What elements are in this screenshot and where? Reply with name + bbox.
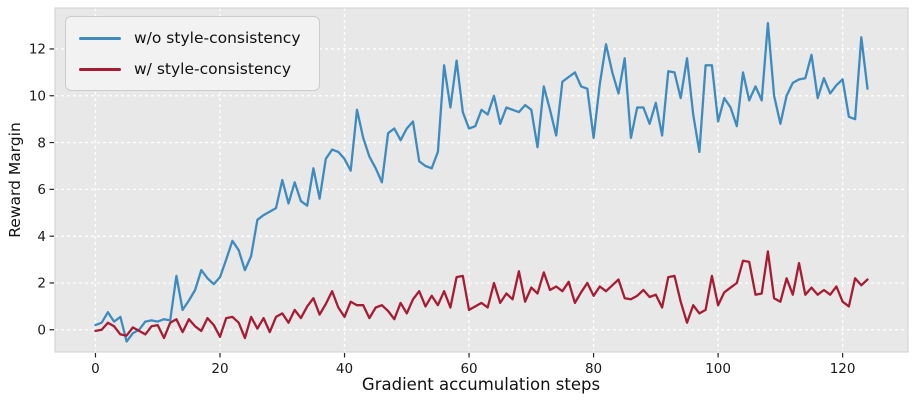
y-axis-label: Reward Margin bbox=[6, 122, 24, 238]
legend-line-sample-red bbox=[79, 67, 121, 71]
y-tick-label: 2 bbox=[37, 276, 46, 292]
legend-entry-wo-style-consistency: w/o style-consistency bbox=[79, 26, 301, 50]
y-tick-label: 8 bbox=[37, 135, 46, 151]
series-line-w-style-consistency bbox=[94, 250, 869, 340]
y-tick-label: 4 bbox=[37, 229, 46, 245]
legend: w/o style-consistency w/ style-consisten… bbox=[65, 16, 320, 91]
x-tick-label: 0 bbox=[91, 361, 100, 377]
series-line-wo-style-consistency bbox=[94, 22, 869, 343]
legend-label: w/ style-consistency bbox=[134, 60, 292, 78]
x-tick-label: 20 bbox=[211, 361, 228, 377]
x-tick-label: 40 bbox=[336, 361, 353, 377]
y-tick-label: 12 bbox=[29, 42, 46, 58]
y-tick-label: 6 bbox=[37, 182, 46, 198]
x-axis-label: Gradient accumulation steps bbox=[361, 375, 601, 394]
x-tick-label: 60 bbox=[460, 361, 477, 377]
y-tick-label: 10 bbox=[29, 88, 46, 104]
legend-entry-w-style-consistency: w/ style-consistency bbox=[79, 57, 301, 81]
legend-line-sample-blue bbox=[79, 36, 121, 40]
x-tick-label: 120 bbox=[830, 361, 856, 377]
legend-label: w/o style-consistency bbox=[134, 29, 301, 47]
x-tick-label: 80 bbox=[585, 361, 602, 377]
x-tick-label: 100 bbox=[705, 361, 731, 377]
y-tick-label: 0 bbox=[37, 322, 46, 338]
plot-border bbox=[54, 7, 909, 353]
